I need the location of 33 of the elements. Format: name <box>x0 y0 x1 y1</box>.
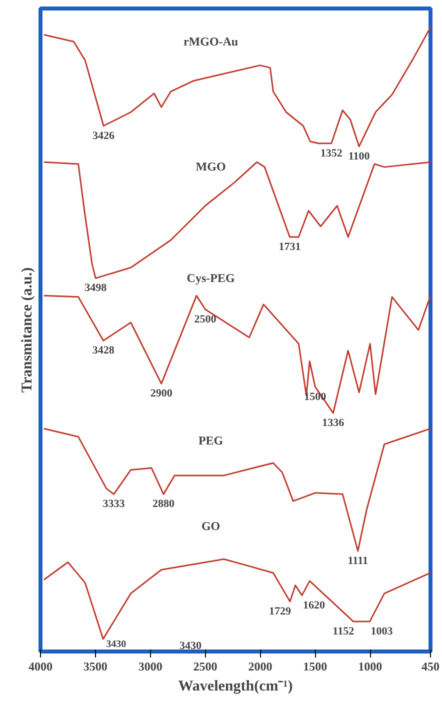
annotation: 1620 <box>302 599 326 612</box>
x-tick-label: 2500 <box>193 660 218 674</box>
series-label: Cys-PEG <box>186 270 235 285</box>
text: GO <box>201 519 220 534</box>
series-label: rMGO-Au <box>183 34 238 49</box>
annotation: 3430 <box>106 639 126 650</box>
annotation: 3426 <box>92 130 116 142</box>
annotation: 1152 <box>332 626 355 638</box>
x-tick-label: 1000 <box>358 660 382 674</box>
annotation: 2900 <box>150 388 173 400</box>
annotation: 3428 <box>92 344 115 357</box>
annotation: 1111 <box>348 554 368 567</box>
x-tick-label: 1500 <box>303 660 328 674</box>
annotation: 3430 <box>180 640 202 652</box>
x-tick-label: 2000 <box>248 660 272 674</box>
x-tick-label: 450 <box>422 660 440 674</box>
annotation: 2500 <box>194 313 217 326</box>
text: PEG <box>198 433 224 448</box>
annotation: 2880 <box>152 498 176 510</box>
x-axis-title: Wavelength(cm⁻¹) <box>178 678 293 694</box>
annotation: 1729 <box>268 606 292 618</box>
annotation: 1336 <box>322 417 345 430</box>
annotation: 3333 <box>102 498 126 510</box>
annotation: 3498 <box>84 282 108 294</box>
annotation: 1100 <box>348 150 370 162</box>
x-tick-label: 4000 <box>28 660 52 674</box>
x-tick-label: 3000 <box>138 660 162 674</box>
x-tick-label: 3500 <box>83 660 108 674</box>
annotation: 1352 <box>320 147 343 160</box>
annotation: 1731 <box>278 240 301 253</box>
series-label: MGO <box>196 159 226 174</box>
annotation: 1003 <box>370 626 394 638</box>
y-axis-title: Transmitance (a.u.) <box>20 267 36 393</box>
